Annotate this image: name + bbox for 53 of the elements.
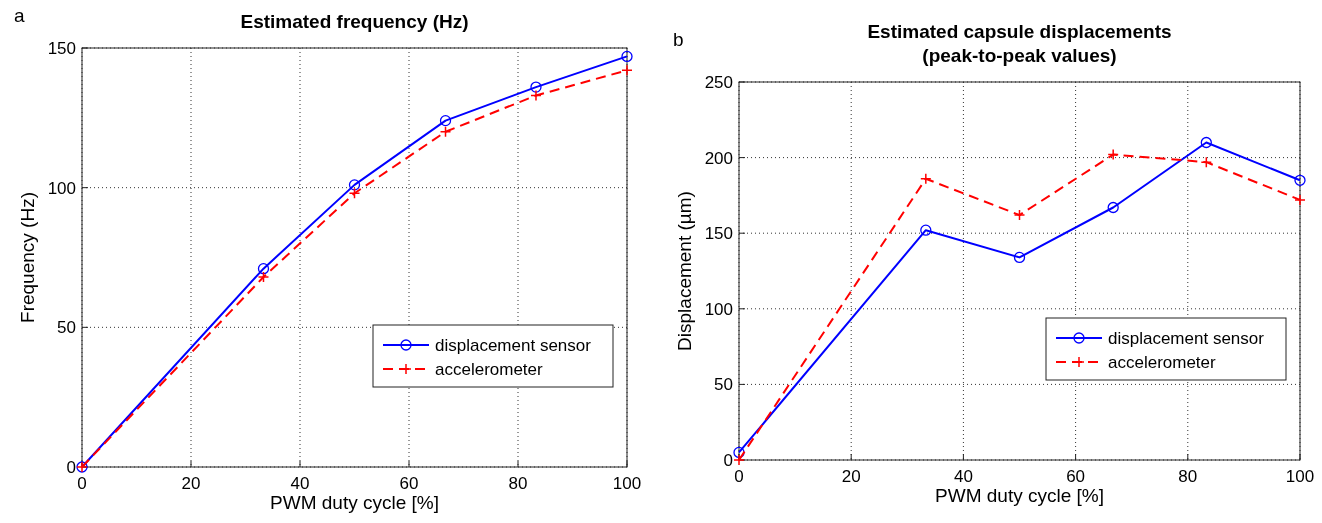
y-tick-label: 250: [704, 73, 733, 92]
x-axis-title: PWM duty cycle [%]: [935, 485, 1104, 506]
point: [257, 263, 270, 275]
y-tick-label: 150: [704, 224, 733, 244]
point: [733, 446, 745, 459]
x-tick-label: 20: [841, 467, 861, 486]
x-tick-label: 40: [290, 474, 310, 493]
point: [1107, 201, 1119, 214]
y-axis-title: Frequency (Hz): [17, 192, 38, 323]
x-tick-label: 80: [1178, 467, 1198, 486]
point: [920, 224, 932, 236]
x-tick-label: 40: [953, 467, 973, 486]
x-tick-label: 60: [1066, 467, 1086, 486]
y-tick-label: 100: [704, 299, 733, 319]
x-tick-label: 20: [181, 474, 201, 493]
point: [1294, 174, 1306, 186]
x-tick-label: 100: [1285, 467, 1315, 486]
y-tick-label: 50: [714, 375, 733, 395]
point: [621, 50, 633, 63]
legend-label: displacement sensor: [435, 336, 592, 355]
point: [257, 271, 270, 283]
y-tick-label: 150: [47, 39, 76, 58]
chart-title: Estimated frequency (Hz): [240, 11, 469, 32]
text: a: [14, 5, 25, 26]
point: [439, 114, 452, 127]
y-tick-label: 50: [57, 318, 76, 338]
point: [439, 126, 452, 138]
point: [1107, 148, 1119, 161]
legend-label: accelerometer: [1108, 353, 1217, 372]
legend-label: accelerometer: [435, 360, 544, 379]
y-tick-label: 200: [704, 148, 733, 168]
x-tick-label: 60: [399, 474, 419, 493]
text: b: [673, 29, 684, 50]
point: [530, 81, 542, 93]
point: [348, 179, 361, 191]
y-axis-title: Displacement (µm): [674, 191, 695, 351]
point: [530, 89, 542, 102]
point: [733, 454, 745, 466]
x-tick-label: 80: [508, 474, 528, 493]
y-tick-label: 100: [47, 178, 76, 198]
point: [1013, 251, 1026, 264]
legend-label: displacement sensor: [1108, 329, 1265, 348]
y-tick-label: 0: [723, 451, 733, 470]
point: [621, 64, 633, 77]
point: [1200, 156, 1213, 168]
point: [1013, 209, 1026, 221]
x-tick-label: 100: [612, 474, 642, 493]
point: [1294, 194, 1306, 206]
point: [1200, 136, 1212, 149]
point: [348, 187, 361, 199]
point: [920, 173, 932, 185]
x-axis-title: PWM duty cycle [%]: [270, 492, 439, 513]
chart-title: Estimated capsule displacements (peak-to-peak values): [867, 21, 1172, 66]
